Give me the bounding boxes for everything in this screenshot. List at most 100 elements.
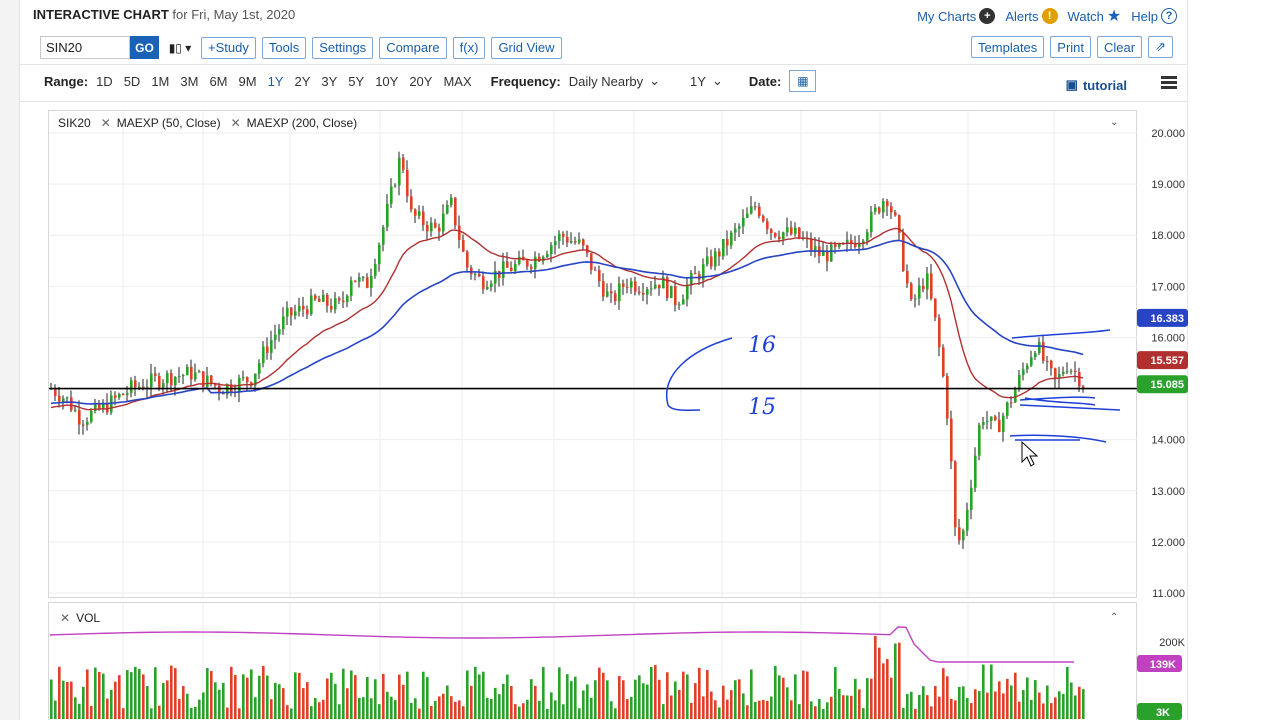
volume-bar [530, 679, 533, 719]
candle-body [706, 256, 709, 265]
volume-bar [666, 672, 669, 719]
range-5d[interactable]: 5D [123, 73, 141, 89]
volume-legend: ✕ VOL [60, 611, 100, 625]
range-1y[interactable]: 1Y [267, 73, 284, 89]
candle-body [150, 373, 153, 388]
price-tag-label: 15.557 [1150, 355, 1184, 367]
volume-bar [162, 683, 165, 719]
tools-button[interactable]: Tools [261, 36, 307, 59]
candle-body [562, 233, 565, 237]
range-1m[interactable]: 1M [151, 73, 170, 89]
candle-body [94, 403, 97, 412]
grid-view-button[interactable]: Grid View [491, 36, 562, 59]
candle-body [858, 243, 861, 248]
volume-bar [618, 675, 621, 719]
candle-body [534, 256, 537, 269]
candle-body [378, 244, 381, 265]
candle-body [202, 371, 205, 387]
compare-button[interactable]: Compare [379, 36, 447, 59]
volume-bar [442, 693, 445, 719]
clear-button[interactable]: Clear [1097, 36, 1143, 58]
candle-body [630, 281, 633, 288]
range-max[interactable]: MAX [443, 73, 472, 89]
volume-bar [766, 700, 769, 719]
candle-body [866, 232, 869, 241]
go-button[interactable]: GO [130, 36, 159, 59]
range-9m[interactable]: 9M [238, 73, 257, 89]
menu-icon[interactable] [1161, 74, 1177, 91]
help-link[interactable]: Help? [1131, 8, 1177, 24]
volume-bar [1038, 692, 1041, 719]
candle-body [782, 232, 785, 239]
volume-bar [518, 706, 521, 719]
watch-link[interactable]: Watch ★ [1068, 6, 1122, 26]
volume-bar [1014, 672, 1017, 719]
frequency-dropdown[interactable]: Daily Nearby ⌄ [569, 73, 660, 89]
chevron-up-icon[interactable]: ⌃ [1110, 612, 1119, 623]
candle-body [898, 215, 901, 233]
range-6m[interactable]: 6M [209, 73, 228, 89]
volume-bar [342, 668, 345, 719]
volume-bar [458, 700, 461, 719]
range-3m[interactable]: 3M [180, 73, 199, 89]
candle-body [906, 270, 909, 284]
range-1d[interactable]: 1D [96, 73, 113, 89]
volume-tag-label: 139K [1150, 659, 1176, 671]
volume-bar [658, 679, 661, 719]
symbol-input[interactable]: SIN20 [40, 36, 130, 59]
print-button[interactable]: Print [1050, 36, 1092, 58]
candle-body [498, 271, 501, 278]
volume-bar [510, 685, 513, 719]
candle-body [178, 376, 181, 378]
volume-bar [774, 665, 777, 719]
range-10y[interactable]: 10Y [375, 73, 399, 89]
volume-bar [466, 670, 469, 719]
chevron-down-icon[interactable]: ⌄ [1110, 117, 1119, 128]
candle-body [918, 285, 921, 299]
fx-button[interactable]: f(x) [452, 36, 486, 59]
templates-button[interactable]: Templates [971, 36, 1045, 58]
range-3y[interactable]: 3Y [321, 73, 338, 89]
candle-body [474, 273, 477, 275]
volume-bar [710, 691, 713, 719]
alerts-link[interactable]: Alerts! [1005, 8, 1058, 24]
volume-bar [534, 685, 537, 719]
candle-body [794, 227, 797, 235]
frequency-value: Daily Nearby [568, 73, 644, 89]
candle-body [1022, 369, 1025, 375]
volume-bar [982, 664, 985, 719]
volume-bar [1006, 678, 1009, 719]
volume-bar [198, 699, 201, 719]
candle-body [634, 281, 637, 292]
range-5y[interactable]: 5Y [348, 73, 365, 89]
volume-bar [394, 700, 397, 719]
range-2y[interactable]: 2Y [294, 73, 311, 89]
candle-body [454, 197, 457, 226]
add-study-button[interactable]: +Study [201, 36, 256, 59]
close-icon[interactable]: ✕ [60, 611, 71, 625]
candle-body [418, 211, 421, 216]
close-icon[interactable]: ✕ [230, 116, 241, 130]
candlestick-type-icon[interactable]: ▮▯ ▾ [168, 40, 192, 55]
toolbar-right: Templates Print Clear ⇗ [971, 36, 1173, 58]
candle-body [486, 287, 489, 290]
expand-icon[interactable]: ⇗ [1148, 36, 1173, 58]
my-charts-link[interactable]: My Charts + [917, 8, 996, 24]
volume-bar [786, 687, 789, 719]
candle-body [90, 411, 93, 422]
volume-bar [914, 708, 917, 719]
period-dropdown[interactable]: 1Y ⌄ [690, 73, 723, 89]
range-20y[interactable]: 20Y [409, 73, 433, 89]
candle-body [322, 294, 325, 302]
calendar-icon[interactable]: ▦ [789, 70, 817, 92]
volume-bar [902, 708, 905, 719]
y-tick-label: 17.000 [1151, 281, 1185, 293]
close-icon[interactable]: ✕ [100, 116, 111, 130]
volume-bar [166, 680, 169, 719]
volume-bar [994, 691, 997, 719]
candle-body [762, 215, 765, 222]
volume-bar [570, 681, 573, 719]
candle-body [926, 273, 929, 290]
tutorial-link[interactable]: ▣ tutorial [1066, 77, 1127, 93]
settings-button[interactable]: Settings [312, 36, 374, 59]
